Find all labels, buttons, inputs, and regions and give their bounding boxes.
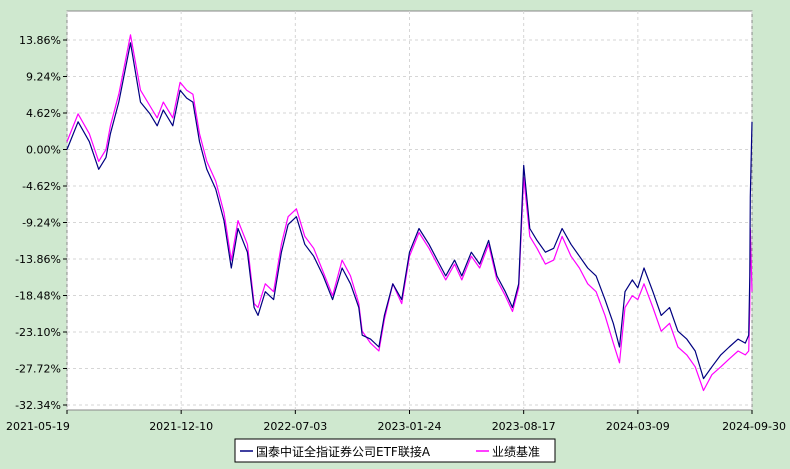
y-tick-label: 13.86% bbox=[19, 34, 61, 47]
legend-label-fund: 国泰中证全指证券公司ETF联接A bbox=[256, 444, 431, 459]
y-tick-label: -13.86% bbox=[15, 253, 61, 266]
x-tick-label: 2023-01-24 bbox=[378, 420, 442, 433]
grid bbox=[66, 11, 753, 410]
legend-label-benchmark: 业绩基准 bbox=[492, 445, 540, 459]
y-tick-label: -9.24% bbox=[22, 217, 61, 230]
x-tick-label: 2021-05-19 bbox=[6, 420, 70, 433]
x-tick-label: 2022-07-03 bbox=[263, 420, 327, 433]
series-layer bbox=[66, 34, 753, 392]
x-tick-label: 2024-03-09 bbox=[606, 420, 670, 433]
x-axis: 2021-05-19 2021-12-10 2022-07-03 2023-01-24… bbox=[6, 410, 786, 433]
y-tick-label: -27.72% bbox=[15, 363, 61, 376]
y-tick-label: -32.34% bbox=[15, 399, 61, 412]
legend-box bbox=[234, 438, 556, 463]
legend: 国泰中证全指证券公司ETF联接A 业绩基准 bbox=[234, 438, 556, 463]
y-tick-label: 4.62% bbox=[26, 107, 61, 120]
y-tick-label: -23.10% bbox=[15, 326, 61, 339]
x-tick-label: 2024-09-30 bbox=[722, 420, 786, 433]
y-tick-label: -18.48% bbox=[15, 290, 61, 303]
y-tick-label: 9.24% bbox=[26, 71, 61, 84]
y-axis: 13.86% 9.24% 4.62% 0.00% -4.62% -9.24% -13.86%… bbox=[15, 34, 67, 412]
series-line-benchmark bbox=[66, 34, 753, 392]
y-tick-label: 0.00% bbox=[26, 144, 61, 157]
x-tick-label: 2023-08-17 bbox=[492, 420, 556, 433]
series-line-fund bbox=[66, 42, 753, 380]
y-tick-label: -4.62% bbox=[22, 180, 61, 193]
x-tick-label: 2021-12-10 bbox=[149, 420, 213, 433]
